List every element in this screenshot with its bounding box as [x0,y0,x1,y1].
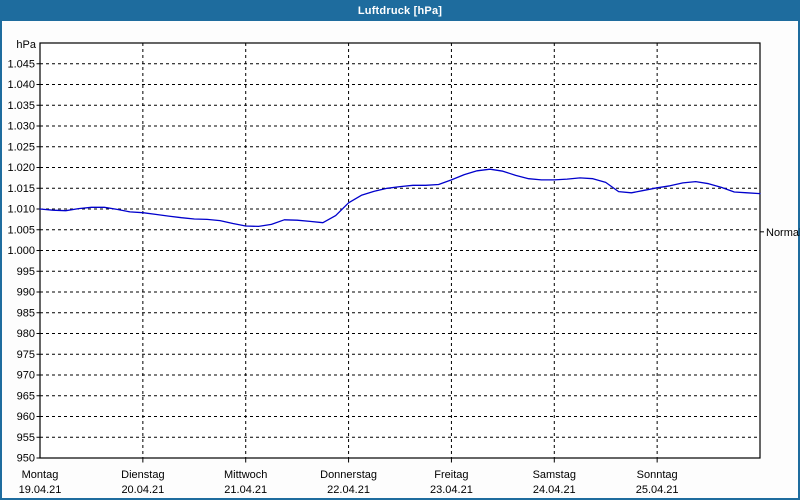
x-axis-date-label: 24.04.21 [533,484,576,496]
x-axis-date-label: 25.04.21 [636,484,679,496]
x-axis-date-label: 20.04.21 [121,484,164,496]
y-axis-label: 990 [17,287,35,299]
x-axis-day-label: Montag [22,469,59,481]
x-axis-day-label: Freitag [434,469,468,481]
y-axis-label: 975 [17,349,35,361]
x-axis-day-label: Donnerstag [320,469,377,481]
y-axis-label: 995 [17,266,35,278]
x-axis-date-label: 19.04.21 [19,484,62,496]
y-axis-label: 1.005 [7,224,35,236]
y-axis-label: 1.035 [7,100,35,112]
y-axis-label: 1.020 [7,162,35,174]
plot-frame [39,42,761,459]
y-axis-label: 955 [17,432,35,444]
y-axis-label: 1.030 [7,121,35,133]
pressure-line [39,168,761,228]
x-axis-date-label: 23.04.21 [430,484,473,496]
y-axis-label: 980 [17,328,35,340]
x-axis-date-label: 21.04.21 [224,484,267,496]
y-axis-label: 985 [17,307,35,319]
y-axis-unit-label: hPa [16,39,36,51]
x-axis-day-label: Mittwoch [224,469,267,481]
y-axis-label: 960 [17,411,35,423]
window-title: Luftdruck [hPa] [357,4,443,17]
y-axis-label: 1.040 [7,79,35,91]
y-axis-label: 1.025 [7,141,35,153]
x-axis-day-label: Samstag [533,469,576,481]
y-axis-label: 1.010 [7,204,35,216]
normal-marker-label: Normal [766,227,800,239]
x-axis-day-label: Sonntag [637,469,678,481]
x-axis-date-label: 22.04.21 [327,484,370,496]
x-axis-day-label: Dienstag [121,469,164,481]
y-axis-label: 950 [17,453,35,465]
y-axis-label: 1.000 [7,245,35,257]
window-titlebar: Luftdruck [hPa] [0,0,800,21]
y-axis-label: 970 [17,370,35,382]
y-axis-label: 1.045 [7,58,35,70]
y-axis-label: 965 [17,390,35,402]
y-axis-label: 1.015 [7,183,35,195]
